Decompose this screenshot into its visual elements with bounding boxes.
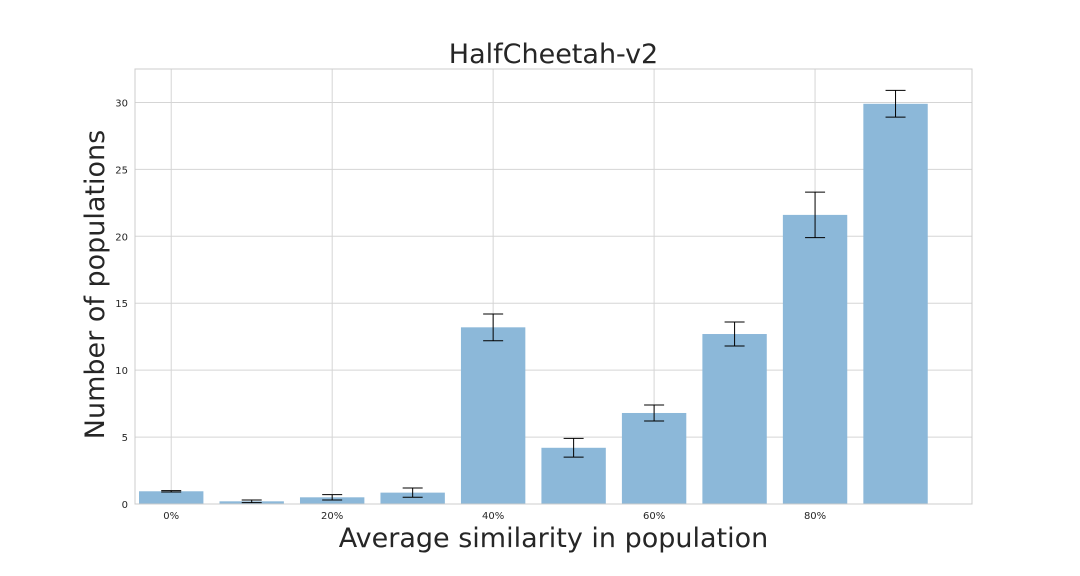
error-bar: [724, 321, 745, 347]
bar: [380, 492, 445, 504]
bar: [702, 334, 767, 504]
bar: [299, 497, 365, 504]
bars: [139, 103, 928, 505]
y-tick-label: 15: [115, 299, 128, 310]
y-tick-label: 10: [115, 366, 128, 377]
plot-frame: [134, 68, 973, 505]
y-tick-label: 5: [122, 433, 128, 444]
error-bar: [402, 487, 423, 498]
y-tick-label: 30: [115, 98, 128, 109]
error-bar: [563, 437, 584, 458]
x-tick-label: 80%: [804, 511, 826, 522]
error-bars: [161, 89, 906, 504]
y-axis-label: Number of populations: [80, 130, 111, 439]
y-tick-label: 25: [115, 165, 128, 176]
chart-title: HalfCheetah-v2: [449, 39, 658, 70]
tick-labels: 0% 20% 40% 60% 80% 0 5 10 15 20 25 30: [115, 98, 826, 522]
error-bar: [322, 494, 343, 501]
x-tick-label: 60%: [643, 511, 665, 522]
error-bar: [483, 313, 504, 342]
y-tick-label: 0: [122, 500, 128, 511]
error-bar: [161, 490, 182, 493]
bar: [460, 327, 526, 504]
x-axis-label: Average similarity in population: [339, 523, 769, 554]
bar: [139, 491, 204, 504]
bar: [863, 103, 928, 505]
error-bar: [644, 404, 665, 422]
x-tick-label: 40%: [482, 511, 504, 522]
bar: [621, 412, 687, 504]
x-tick-label: 0%: [163, 511, 179, 522]
x-tick-label: 20%: [321, 511, 343, 522]
grid-lines: [135, 69, 972, 505]
error-bar: [805, 191, 826, 239]
y-tick-label: 20: [115, 232, 128, 243]
error-bar: [885, 89, 906, 118]
error-bar: [241, 499, 262, 504]
bar: [782, 214, 848, 504]
